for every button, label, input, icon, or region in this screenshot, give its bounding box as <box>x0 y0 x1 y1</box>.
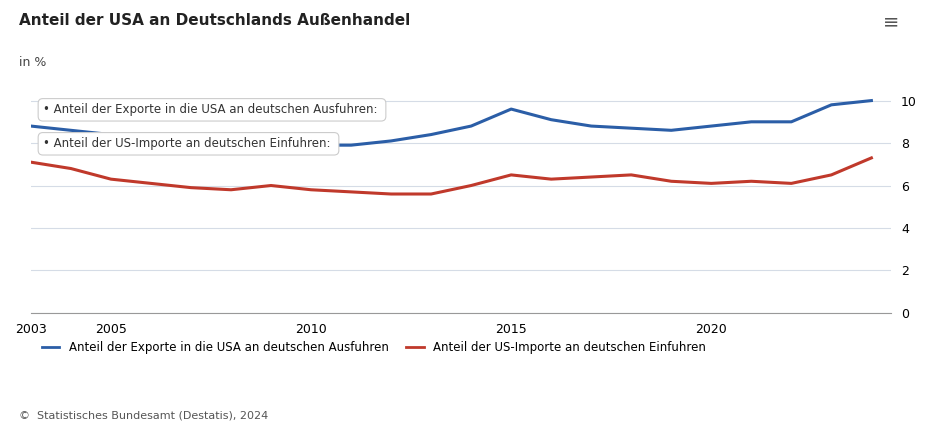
Text: • Anteil der US-Importe an deutschen Einfuhren:: • Anteil der US-Importe an deutschen Ein… <box>43 137 335 150</box>
Text: • Anteil der Exporte in die USA an deutschen Ausfuhren:: • Anteil der Exporte in die USA an deuts… <box>43 103 381 116</box>
Text: ©  Statistisches Bundesamt (Destatis), 2024: © Statistisches Bundesamt (Destatis), 20… <box>19 411 267 420</box>
Text: in %: in % <box>19 56 46 69</box>
Text: Anteil der USA an Deutschlands Außenhandel: Anteil der USA an Deutschlands Außenhand… <box>19 13 410 28</box>
Legend: Anteil der Exporte in die USA an deutschen Ausfuhren, Anteil der US-Importe an d: Anteil der Exporte in die USA an deutsch… <box>36 336 711 358</box>
Text: ≡: ≡ <box>883 13 899 32</box>
